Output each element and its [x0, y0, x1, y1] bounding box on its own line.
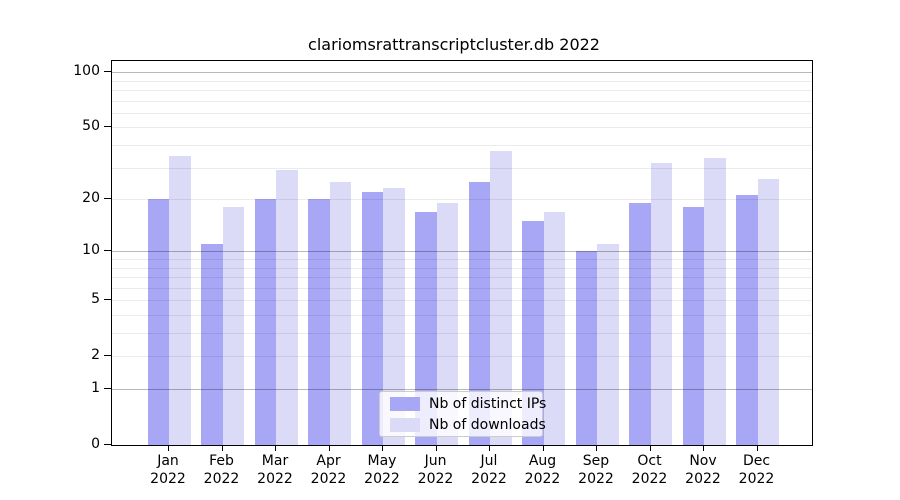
bar-jan-distinct-ips: [147, 199, 169, 445]
x-tick-label-year: 2022: [631, 471, 668, 487]
bar-sep-downloads: [597, 244, 619, 445]
y-tick-label: 10: [82, 242, 100, 259]
y-tick-label: 0: [91, 436, 100, 452]
x-tick-label-month: Feb: [209, 453, 234, 469]
x-tick-label-year: 2022: [257, 471, 293, 487]
x-tick-label-month: Apr: [316, 453, 341, 469]
bar-oct-distinct-ips: [629, 203, 651, 445]
y-tick-label: 5: [91, 291, 100, 308]
x-tick-label-year: 2022: [203, 471, 240, 487]
bar-nov-downloads: [704, 157, 726, 445]
legend-swatch-distinct-ips: [390, 396, 420, 411]
x-tick-label-year: 2022: [310, 471, 347, 487]
y-tick-label: 20: [82, 190, 100, 207]
x-tick-label-year: 2022: [150, 471, 186, 487]
bar-jun-downloads: [436, 203, 458, 445]
x-tick-label-year: 2022: [524, 471, 561, 487]
y-tick-mark: [104, 250, 111, 252]
x-tick-label-year: 2022: [685, 471, 721, 487]
y-tick-label: 100: [73, 63, 100, 80]
bar-aug-downloads: [543, 211, 565, 445]
x-tick-label-month: Sep: [582, 453, 610, 469]
bar-sep-distinct-ips: [575, 251, 597, 445]
y-tick-mark: [104, 71, 111, 73]
x-tick-label-month: Dec: [742, 453, 771, 469]
legend-item-downloads: Nb of downloads: [390, 416, 546, 434]
bar-nov-distinct-ips: [682, 207, 704, 445]
bar-dec-downloads: [757, 178, 779, 445]
bar-jul-downloads: [490, 151, 512, 445]
legend-item-distinct-ips: Nb of distinct IPs: [390, 395, 546, 413]
legend-label-distinct-ips: Nb of distinct IPs: [429, 395, 547, 412]
bar-dec-distinct-ips: [736, 195, 758, 445]
legend: Nb of distinct IPs Nb of downloads: [379, 391, 546, 437]
y-tick-mark: [104, 126, 111, 128]
bars-layer: [112, 61, 812, 445]
bar-may-downloads: [383, 188, 405, 445]
x-tick-label-month: Mar: [261, 453, 289, 469]
y-tick-mark: [104, 388, 111, 389]
x-tick-label-month: Aug: [528, 453, 557, 469]
x-tick-label-month: Jul: [480, 453, 498, 469]
legend-swatch-downloads: [390, 417, 420, 432]
bar-mar-downloads: [276, 170, 298, 445]
bar-feb-downloads: [222, 207, 244, 445]
x-tick-label-year: 2022: [364, 471, 400, 487]
x-tick-label-month: Jun: [424, 453, 447, 469]
y-tick-mark: [104, 355, 111, 357]
x-tick-label-month: Nov: [689, 453, 717, 469]
bar-jun-distinct-ips: [415, 211, 437, 445]
y-tick-label: 2: [91, 347, 100, 364]
bar-oct-downloads: [650, 162, 672, 445]
bar-apr-distinct-ips: [308, 199, 330, 445]
x-tick-label-month: Jan: [157, 453, 179, 469]
x-tick-label-month: Oct: [637, 453, 662, 469]
bar-jan-downloads: [169, 155, 191, 445]
bar-aug-distinct-ips: [522, 221, 544, 445]
x-tick-label-year: 2022: [471, 471, 507, 487]
y-tick-mark: [104, 198, 111, 200]
bar-may-distinct-ips: [361, 191, 383, 445]
chart-title: clariomsrattranscriptcluster.db 2022: [308, 35, 600, 54]
x-tick-label-year: 2022: [738, 471, 775, 487]
plot-area: Nb of distinct IPs Nb of downloads: [111, 60, 813, 446]
y-tick-label: 50: [82, 118, 100, 135]
legend-label-downloads: Nb of downloads: [429, 416, 546, 433]
x-tick-label-year: 2022: [578, 471, 614, 487]
x-tick-label-year: 2022: [417, 471, 454, 487]
bar-feb-distinct-ips: [201, 244, 223, 445]
y-tick-mark: [104, 444, 111, 445]
y-tick-mark: [104, 299, 111, 301]
bar-jul-distinct-ips: [468, 181, 490, 445]
x-tick-label-month: May: [367, 453, 397, 469]
y-tick-label: 1: [91, 380, 100, 396]
bar-mar-distinct-ips: [254, 199, 276, 445]
bar-apr-downloads: [329, 181, 351, 445]
